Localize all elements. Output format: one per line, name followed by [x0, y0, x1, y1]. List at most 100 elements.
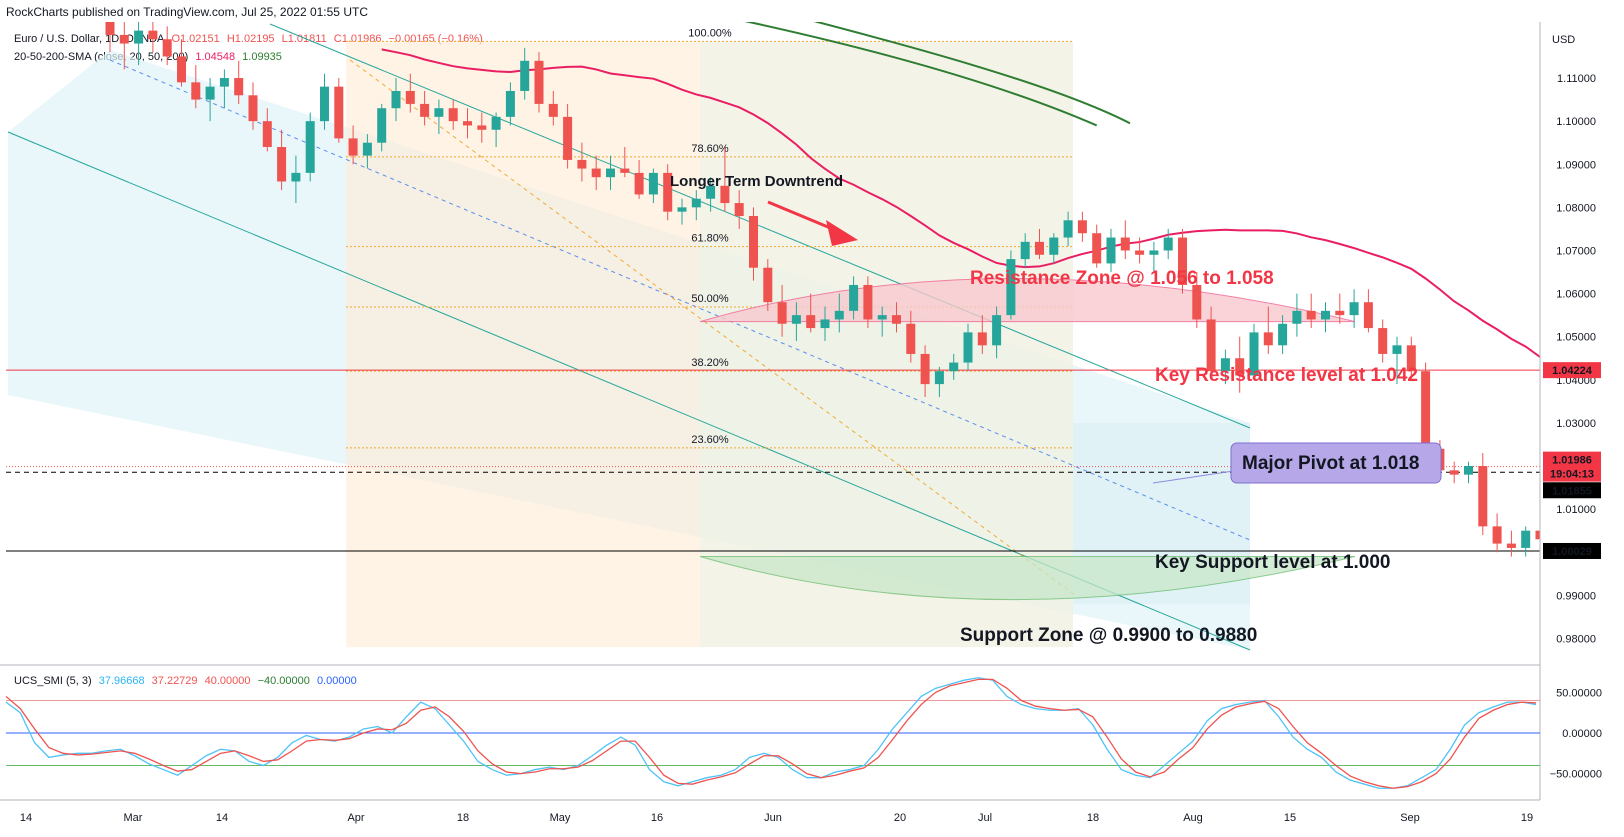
sma-legend: 20-50-200-SMA (close, 20, 50, 200) 1.045… [14, 51, 286, 63]
candle-body [1492, 526, 1502, 544]
candle-body [691, 198, 701, 208]
candle-body [434, 108, 444, 117]
candle-body [1035, 241, 1044, 255]
smi-signal-line [5, 678, 1537, 789]
sma-label[interactable]: 20-50-200-SMA (close, 20, 50, 200) [14, 51, 189, 63]
time-tick-label: Jun [764, 812, 782, 824]
sma200-line-right [813, 22, 1131, 125]
pivot-callout-pointer [1152, 469, 1241, 484]
price-tick-label: 1.08000 [1556, 202, 1596, 214]
candle-body [1464, 466, 1473, 475]
smi-main-value: 37.96668 [98, 675, 145, 687]
candle-body [205, 86, 215, 100]
candle-body [1292, 310, 1302, 324]
smi-upper-value: 40.00000 [204, 675, 251, 687]
candle-body [992, 315, 1002, 346]
candle-body [219, 78, 229, 87]
price-badge [1543, 465, 1601, 482]
fib-level-label: 23.60% [691, 434, 729, 446]
candle-body [148, 30, 158, 40]
candle-body [1063, 220, 1073, 238]
candle-body [105, 22, 115, 35]
candle-body [620, 168, 630, 173]
smi-label[interactable]: UCS_SMI (5, 3) [14, 675, 92, 687]
candle-body [906, 323, 916, 354]
candle-body [1192, 284, 1202, 320]
price-tick-label: 1.05000 [1556, 332, 1596, 344]
time-tick-label: May [550, 812, 571, 824]
candle-body [663, 172, 673, 212]
candle-body [1535, 530, 1540, 540]
candle-body [1321, 310, 1330, 320]
key-resistance-label: Key Resistance level at 1.042 [1155, 365, 1418, 386]
price-tick-label: 1.09000 [1556, 159, 1596, 171]
time-tick-label: 18 [457, 812, 469, 824]
candle-body [634, 172, 644, 195]
resistance-zone-label: Resistance Zone @ 1.056 to 1.058 [970, 268, 1274, 289]
low-value: L1.01811 [281, 33, 327, 45]
sma50-value: 1.04548 [195, 51, 236, 63]
candle-body [1006, 259, 1016, 316]
candle-body [1049, 237, 1059, 255]
candle-body [320, 86, 329, 122]
candle-body [734, 203, 744, 216]
time-tick-label: 15 [1284, 812, 1296, 824]
smi-tick-label: 0.00000 [1562, 728, 1602, 740]
candle-body [420, 103, 430, 117]
candle-body [405, 90, 415, 104]
time-tick-label: Apr [347, 812, 364, 824]
candle-body [1106, 237, 1116, 264]
price-badge-label: 1.01986 [1552, 455, 1592, 467]
price-tick-label: 1.07000 [1556, 245, 1596, 257]
candle-body [949, 362, 959, 372]
candle-body [391, 90, 401, 109]
time-tick-label: 14 [20, 812, 32, 824]
smi-lower-value: −40.00000 [257, 675, 310, 687]
candle-body [749, 215, 758, 268]
major-pivot-callout [1230, 442, 1442, 484]
candle-body [1206, 319, 1216, 372]
fib-level-label: 61.80% [691, 233, 729, 245]
price-tick-label: 1.06000 [1556, 289, 1596, 301]
smi-zero-value: 0.00000 [316, 675, 357, 687]
candle-body [1235, 358, 1245, 376]
smi-signal-value: 37.22729 [151, 675, 198, 687]
price-tick-label: 1.03000 [1556, 418, 1596, 430]
downtrend-arrow-head [826, 220, 858, 246]
candle-body [1306, 310, 1316, 320]
candle-body [1077, 220, 1087, 234]
fib-level-label: 100.00% [688, 27, 732, 39]
candle-body [577, 159, 587, 169]
candle-body [534, 60, 544, 104]
channel-upper-line [269, 23, 1251, 429]
candle-body [1378, 328, 1388, 354]
fib-level-label: 78.60% [691, 143, 729, 155]
candle-body [1149, 250, 1159, 255]
candle-body [162, 39, 172, 57]
candle-body [1249, 332, 1259, 376]
candle-body [1263, 332, 1273, 346]
price-badge [1543, 542, 1601, 559]
price-badge-label: 1.04224 [1552, 365, 1593, 377]
fib-zone-right [700, 41, 1073, 648]
support-zone-shape [699, 556, 1356, 601]
candle-body [863, 284, 873, 320]
candle-body [834, 310, 844, 320]
key-support-label: Key Support level at 1.000 [1155, 552, 1391, 573]
candle-body [491, 116, 501, 130]
smi-tick-label: −50.00000 [1550, 769, 1602, 781]
smi-legend: UCS_SMI (5, 3) 37.96668 37.22729 40.0000… [14, 675, 361, 687]
fib-trend-line [349, 59, 1076, 596]
time-tick-label: Jul [978, 812, 992, 824]
candle-body [720, 185, 730, 204]
candle-body [677, 207, 687, 212]
candle-body [177, 56, 186, 83]
candle-body [1478, 466, 1488, 527]
time-tick-label: 18 [1087, 812, 1099, 824]
candle-body [448, 108, 458, 122]
candle-body [277, 147, 287, 182]
time-tick-label: 14 [216, 812, 228, 824]
price-badge-label: 19:04:13 [1550, 469, 1594, 481]
currency-label: USD [1552, 34, 1575, 46]
